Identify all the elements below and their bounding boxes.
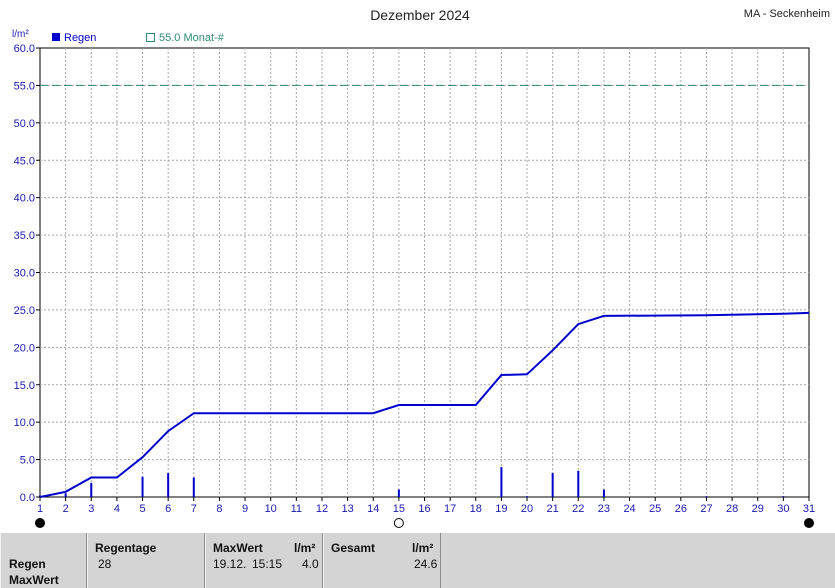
stats-panel: Regen MaxWert Regentage 28 MaxWert l/m² … [0, 533, 835, 588]
x-tick-label: 28 [726, 503, 738, 515]
x-tick-label: 10 [265, 503, 277, 515]
y-tick-label: 60.0 [14, 43, 35, 55]
y-tick-label: 20.0 [14, 342, 35, 354]
bar-day-20 [526, 496, 529, 498]
bar-day-15 [397, 489, 400, 497]
row-label-maxwert: MaxWert [9, 573, 59, 587]
legend-swatch-monat [146, 33, 155, 42]
moon-new-day-31 [804, 518, 814, 528]
cumulative-line [39, 311, 810, 498]
x-tick-label: 29 [752, 503, 764, 515]
moon-full-day-15 [393, 518, 404, 528]
bar-day-2 [64, 493, 67, 497]
maxwert-unit: l/m² [294, 541, 316, 555]
y-axis-unit: l/m² [12, 29, 29, 40]
x-tick-label: 21 [547, 503, 559, 515]
x-tick-label: 6 [165, 503, 171, 515]
y-tick-label: 55.0 [14, 80, 35, 92]
moon-new-day-1 [35, 518, 45, 528]
bar-day-22 [577, 470, 580, 497]
x-tick-label: 5 [139, 503, 145, 515]
y-tick-label: 50.0 [14, 118, 35, 130]
gesamt-unit: l/m² [412, 541, 434, 555]
bar-day-27 [705, 496, 708, 498]
bar-day-21 [551, 473, 554, 497]
x-tick-label: 12 [316, 503, 328, 515]
bar-day-30 [782, 496, 785, 498]
bar-day-6 [167, 473, 170, 497]
maxwert-label: MaxWert [213, 541, 263, 555]
x-tick-label: 23 [598, 503, 610, 515]
y-tick-label: 45.0 [14, 155, 35, 167]
y-tick-labels: 0.0 5.0 10.0 15.0 20.0 25.0 30.0 35.0 40.0 45.0 50… [14, 43, 40, 504]
y-tick-label: 35.0 [14, 230, 35, 242]
x-tick-label: 7 [191, 503, 197, 515]
x-tick-label: 31 [803, 503, 815, 515]
x-tick-label: 20 [521, 503, 533, 515]
bar-day-19 [500, 467, 503, 497]
x-tick-label: 25 [649, 503, 661, 515]
legend-swatch-regen [52, 33, 60, 41]
x-tick-label: 9 [242, 503, 248, 515]
x-tick-labels: 1 2 3 4 5 6 7 8 9 10 11 12 13 14 15 16 17 18 19 20 21 22 23 24 2… [37, 497, 815, 515]
regentage-value: 28 [98, 557, 112, 571]
x-tick-label: 8 [216, 503, 222, 515]
row-label-regen: Regen [9, 557, 46, 571]
y-tick-label: 15.0 [14, 380, 35, 392]
stats-gesamt: Gesamt l/m² 24.6 [323, 533, 441, 588]
x-tick-label: 1 [37, 503, 43, 515]
x-tick-label: 3 [88, 503, 94, 515]
stats-maxwert: MaxWert l/m² 19.12. 15:15 4.0 [205, 533, 323, 588]
x-tick-label: 11 [291, 503, 302, 515]
x-tick-label: 13 [341, 503, 353, 515]
x-tick-label: 22 [572, 503, 584, 515]
bar-day-23 [602, 489, 605, 497]
y-tick-label: 25.0 [14, 305, 35, 317]
maxwert-value: 4.0 [302, 557, 319, 571]
x-tick-label: 15 [393, 503, 405, 515]
regentage-label: Regentage [95, 541, 157, 555]
legend-label-regen: Regen [64, 32, 96, 44]
y-tick-label: 5.0 [20, 455, 35, 467]
stats-regentage: Regentage 28 [87, 533, 205, 588]
stats-row-labels: Regen MaxWert [0, 533, 87, 588]
station-name: MA - Seckenheim [744, 8, 830, 20]
x-tick-label: 24 [623, 503, 635, 515]
x-tick-label: 14 [367, 503, 379, 515]
legend-label-monat: 55.0 Monat-# [159, 32, 225, 44]
x-tick-label: 2 [63, 503, 69, 515]
x-tick-label: 19 [495, 503, 507, 515]
moon-phases [35, 518, 814, 528]
cumulative-line-layer [39, 311, 810, 498]
gesamt-value: 24.6 [414, 557, 438, 571]
x-tick-label: 27 [700, 503, 712, 515]
rain-chart: Dezember 2024 MA - Seckenheim l/m² Regen… [12, 7, 830, 528]
grid [40, 48, 809, 497]
x-tick-label: 17 [444, 503, 456, 515]
y-tick-label: 30.0 [14, 268, 35, 280]
x-tick-label: 26 [675, 503, 687, 515]
gesamt-label: Gesamt [331, 541, 376, 555]
maxwert-time: 15:15 [252, 557, 283, 571]
bar-day-5 [141, 476, 144, 497]
x-tick-label: 18 [470, 503, 482, 515]
x-tick-label: 16 [418, 503, 430, 515]
y-tick-label: 40.0 [14, 193, 35, 205]
x-tick-label: 30 [777, 503, 789, 515]
x-tick-label: 4 [114, 503, 120, 515]
y-tick-label: 0.0 [20, 492, 35, 504]
chart-title: Dezember 2024 [370, 7, 470, 23]
bar-day-3 [90, 482, 93, 497]
maxwert-date: 19.12. [213, 557, 247, 571]
bars-layer [39, 467, 785, 498]
bar-day-7 [192, 477, 195, 497]
y-tick-label: 10.0 [14, 417, 35, 429]
